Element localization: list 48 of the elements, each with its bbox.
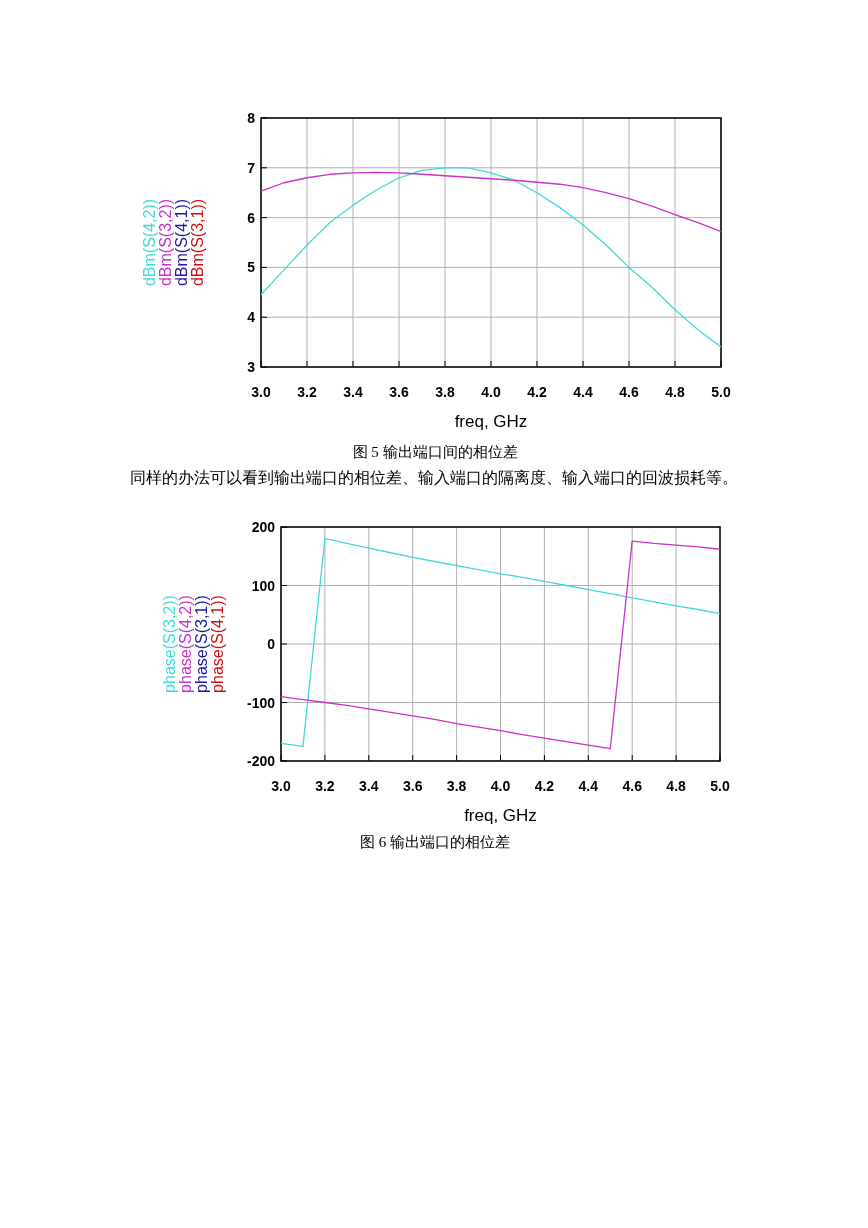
- y-tick-label: 7: [247, 159, 256, 176]
- text: phase(S(3,2)): [161, 595, 178, 693]
- x-tick-label: 4.6: [622, 778, 643, 794]
- text: dBm(S(3,2)): [157, 198, 174, 287]
- x-tick-label: 4.4: [578, 778, 599, 794]
- x-tick-label: 5.0: [711, 384, 731, 400]
- x-tick-label: 3.2: [297, 384, 317, 400]
- y-tick-label: 0: [267, 636, 276, 652]
- y-tick-label: -100: [246, 694, 276, 711]
- x-axis-title: freq, GHz: [454, 412, 528, 431]
- x-tick-label: 3.6: [402, 778, 423, 794]
- x-tick-label: 4.8: [665, 384, 685, 400]
- x-axis-title: freq, GHz: [464, 806, 537, 825]
- caption: 图 5 输出端口间的相位差: [352, 444, 518, 460]
- x-tick-label: 4.2: [527, 384, 547, 400]
- x-tick-label: 3.8: [446, 778, 467, 794]
- x-tick-label: 4.0: [490, 778, 511, 794]
- y-tick-label: 8: [247, 110, 256, 126]
- x-tick-label: 4.4: [573, 384, 593, 400]
- text: 同样的办法可以看到输出端口的相位差、输入端口的隔离度、输入端口的回波损耗等。: [130, 468, 739, 488]
- legend-label: phase(S(4,1)): [209, 595, 226, 693]
- line-series: [260, 171, 722, 233]
- x-tick-label: 3.0: [251, 384, 271, 400]
- x-tick-label: 5.0: [710, 778, 730, 794]
- x-tick-label: 4.8: [666, 778, 687, 794]
- x-tick-label: 3.2: [315, 778, 335, 794]
- x-tick-label: 3.4: [343, 384, 363, 400]
- y-tick-label: 3: [247, 359, 256, 375]
- x-tick-label: 3.6: [389, 384, 409, 400]
- x-tick-label: 4.6: [619, 384, 639, 400]
- y-tick-label: 5: [247, 259, 256, 276]
- legend-label: dBm(S(3,1)): [189, 198, 206, 287]
- x-tick-label: 4.2: [534, 778, 555, 794]
- x-tick-label: 4.0: [481, 384, 501, 400]
- y-tick-label: 4: [247, 309, 256, 326]
- y-tick-label: 100: [251, 577, 276, 594]
- x-tick-label: 3.8: [435, 384, 455, 400]
- y-tick-label: 200: [251, 519, 276, 535]
- caption: 图 6 输出端口的相位差: [360, 834, 510, 850]
- text: dBm(S(4,2)): [141, 198, 158, 287]
- y-tick-label: -200: [246, 753, 276, 769]
- legend-label: dBm(S(4,1)): [173, 198, 190, 287]
- line-series: [260, 167, 722, 348]
- legend-label: phase(S(3,1)): [193, 595, 210, 693]
- text: phase(S(4,2)): [177, 595, 194, 693]
- y-tick-label: 6: [247, 209, 256, 226]
- x-tick-label: 3.0: [271, 778, 291, 794]
- x-tick-label: 3.4: [359, 778, 379, 794]
